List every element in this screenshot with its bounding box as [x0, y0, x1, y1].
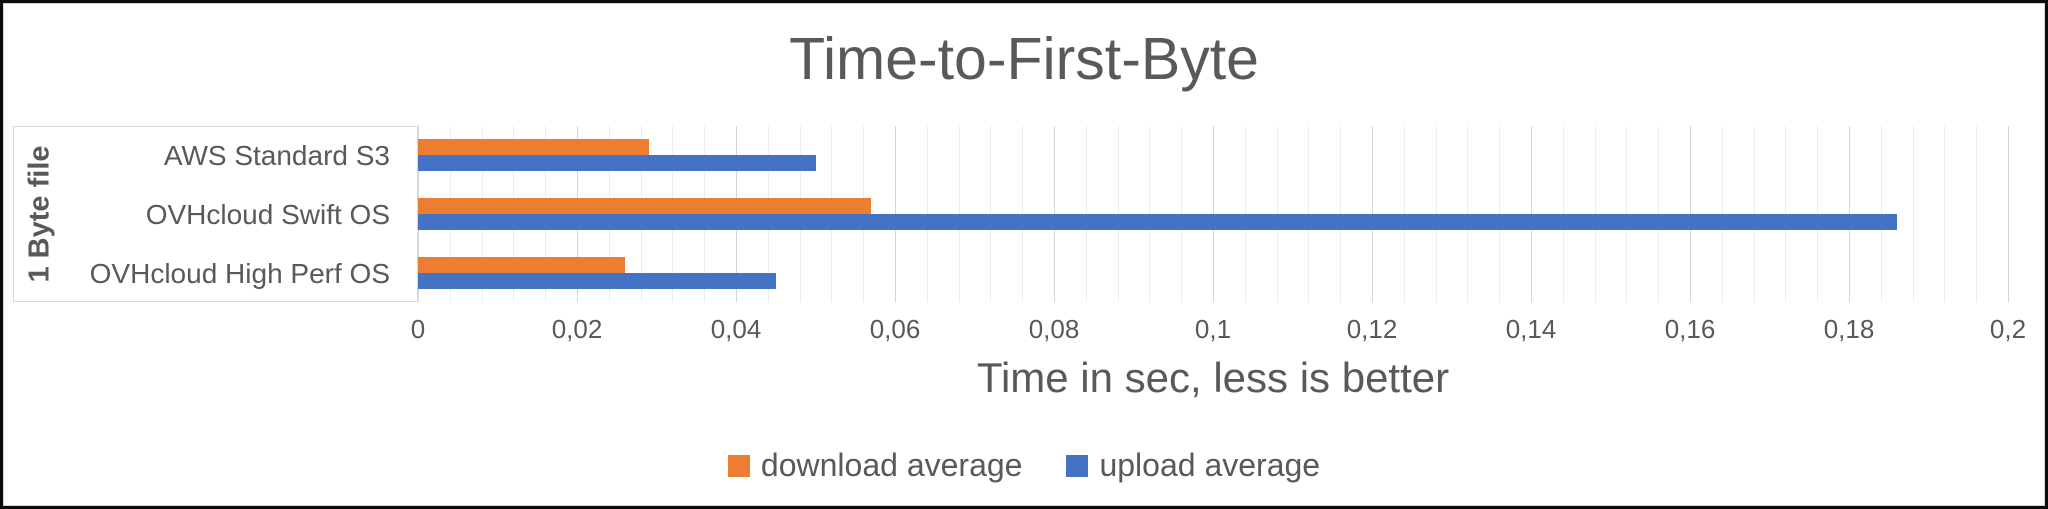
bar-download-3 [418, 257, 625, 273]
bar-download-1 [418, 139, 649, 155]
x-axis-label: Time in sec, less is better [976, 354, 1450, 401]
category-label: OVHcloud High Perf OS [89, 258, 390, 289]
minor-gridline [1944, 126, 1945, 302]
x-tick-label: 0,2 [1989, 314, 2027, 344]
category-label: AWS Standard S3 [163, 140, 390, 171]
minor-gridline [1913, 126, 1914, 302]
x-tick-label: 0,06 [869, 314, 921, 344]
legend-item-download: download average [727, 447, 1023, 484]
legend-swatch-icon [727, 454, 750, 477]
axis-group-label: 1 Byte file [23, 145, 56, 283]
x-tick-label: 0,04 [710, 314, 762, 344]
x-tick-label: 0 [410, 314, 426, 344]
x-tick-label: 0,14 [1505, 314, 1557, 344]
x-tick-label: 0,16 [1664, 314, 1716, 344]
category-axis-box: 1 Byte file AWS Standard S3 OVHcloud Swif… [13, 126, 418, 302]
x-tick-label: 0,02 [551, 314, 603, 344]
minor-gridline [1976, 126, 1977, 302]
plot-area [418, 126, 2009, 302]
x-tick-label: 0,12 [1346, 314, 1398, 344]
category-label: OVHcloud Swift OS [145, 199, 390, 230]
chart-title: Time-to-First-Byte [789, 26, 1259, 92]
x-tick-label: 0,1 [1194, 314, 1232, 344]
x-tick-label: 0,18 [1823, 314, 1875, 344]
legend-label: upload average [1099, 447, 1321, 483]
legend: download average upload average [3, 447, 2045, 484]
legend-item-upload: upload average [1066, 447, 1320, 484]
x-tick-label: 0,08 [1028, 314, 1080, 344]
bar-upload-2 [418, 214, 1897, 230]
bar-upload-1 [418, 155, 816, 171]
major-gridline [2008, 126, 2009, 302]
bar-download-2 [418, 198, 871, 214]
legend-label: download average [760, 447, 1023, 483]
legend-swatch-icon [1066, 454, 1089, 477]
bar-upload-3 [418, 273, 776, 289]
